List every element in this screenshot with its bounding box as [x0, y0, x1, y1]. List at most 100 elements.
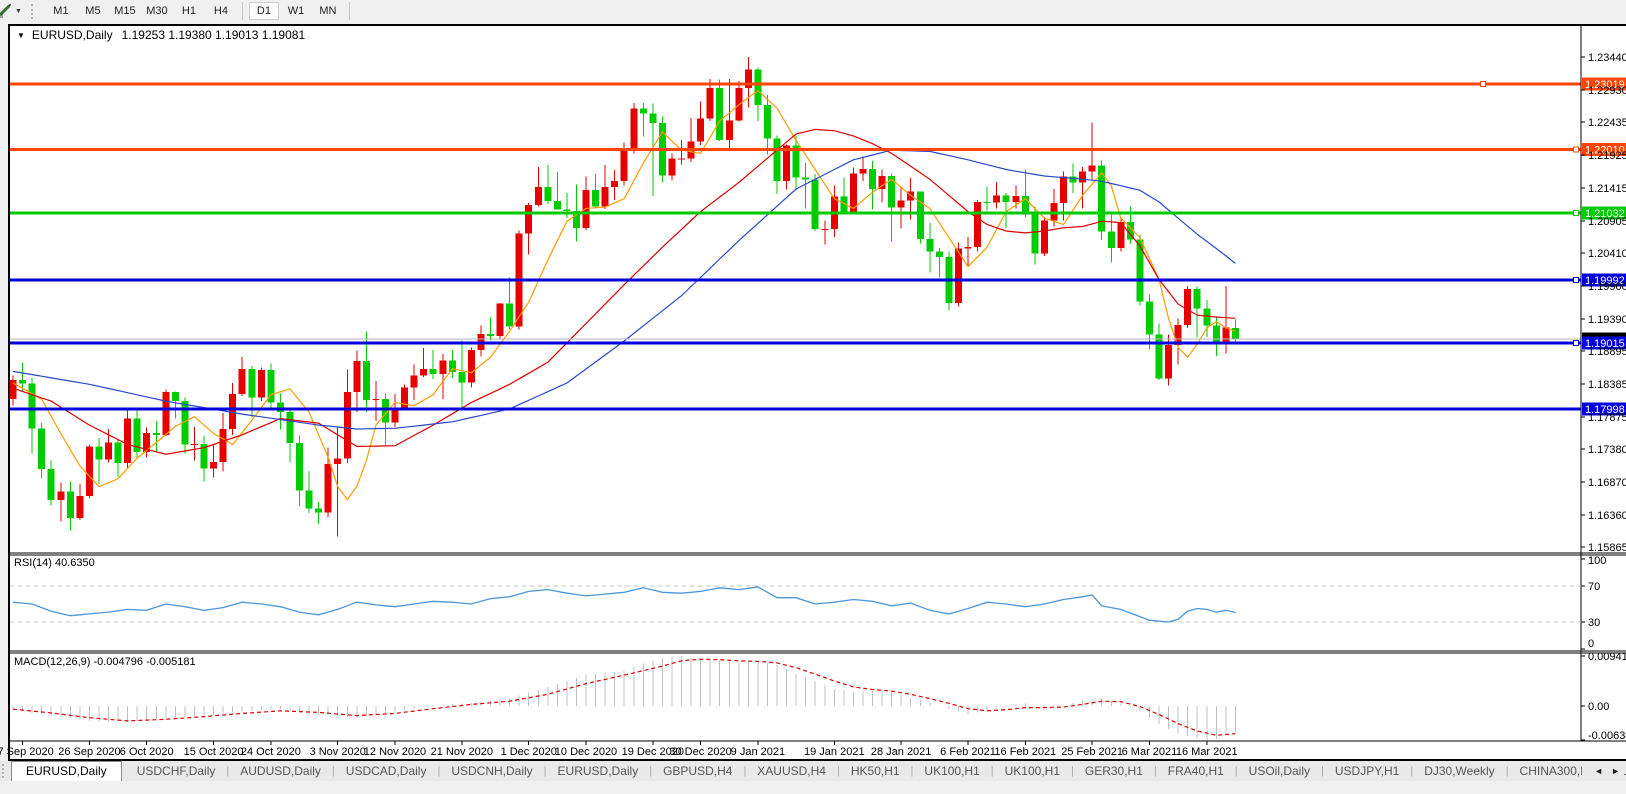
- bear-candle: [381, 399, 389, 423]
- tab-hk50-h1[interactable]: HK50,H1: [850, 764, 900, 778]
- bear-candle: [553, 201, 561, 210]
- bull-candle: [9, 379, 17, 400]
- bear-candle: [95, 446, 103, 460]
- bull-candle: [668, 158, 676, 176]
- toolbar-grip[interactable]: [30, 3, 36, 19]
- date-label: 1 Dec 2020: [501, 746, 557, 758]
- tabs-scroll-left-icon[interactable]: ◄: [1594, 766, 1604, 776]
- bull-candle: [496, 303, 504, 336]
- timeframe-m5[interactable]: M5: [85, 5, 101, 17]
- timeframe-m1[interactable]: M1: [53, 5, 69, 17]
- tab-usdcad-daily[interactable]: USDCAD,Daily: [345, 764, 427, 778]
- price-tick-label: 1.19900: [1588, 281, 1626, 293]
- drawing-tool-button[interactable]: ▼: [0, 3, 26, 19]
- bull-candle: [238, 368, 246, 395]
- bear-candle: [458, 372, 466, 383]
- bear-candle: [1203, 308, 1211, 326]
- line-anchor-handle[interactable]: [1480, 81, 1486, 88]
- line-anchor-handle[interactable]: [1573, 209, 1579, 216]
- bull-candle: [210, 461, 218, 469]
- tab-china300-h1[interactable]: CHINA300,H1: [1519, 764, 1596, 778]
- timeframe-w1[interactable]: W1: [287, 5, 305, 17]
- chart-tabs: EURUSD,Daily USDCHF,Daily | AUDUSD,Daily | US…: [11, 761, 1626, 781]
- tab-usoil-daily[interactable]: USOil,Daily: [1248, 764, 1310, 778]
- bull-candle: [1040, 220, 1048, 254]
- tab-xauusd-h4[interactable]: XAUUSD,H4: [757, 764, 826, 778]
- level-price-label: [1582, 142, 1626, 156]
- tab-uk100-h1[interactable]: UK100,H1: [1004, 764, 1061, 778]
- level-price-label-text: 1.19015: [1585, 338, 1625, 350]
- symbol-dropdown-icon[interactable]: ▼: [17, 31, 25, 40]
- bull-candle: [620, 150, 628, 182]
- bull-candle: [57, 491, 65, 501]
- bear-candle: [448, 360, 456, 373]
- date-label: 19 Jan 2021: [804, 746, 865, 758]
- bull-candle: [391, 407, 399, 423]
- timeframe-h4[interactable]: H4: [213, 5, 228, 17]
- bear-candle: [1126, 221, 1134, 240]
- tab-eurusd-daily[interactable]: EURUSD,Daily: [557, 764, 639, 778]
- line-anchor-handle[interactable]: [1573, 340, 1579, 347]
- timeframe-m30[interactable]: M30: [146, 5, 168, 17]
- tab-divider: |: [1153, 765, 1157, 777]
- bear-candle: [1231, 327, 1239, 339]
- level-price-label: [1582, 273, 1626, 287]
- tabs-scroll-right-icon[interactable]: ►: [1611, 766, 1620, 776]
- timeframe-m15[interactable]: M15: [114, 5, 136, 17]
- rsi-tick-label: 30: [1588, 617, 1600, 629]
- rsi-tick-label: 70: [1588, 581, 1600, 593]
- tab-ger30-h1[interactable]: GER30,H1: [1084, 764, 1143, 778]
- macd-tick-label: -0.006386: [1588, 730, 1626, 742]
- tab-divider: |: [331, 765, 335, 777]
- macd-tick-label: 0.00: [1588, 701, 1609, 713]
- bear-candle: [133, 418, 141, 453]
- bull-candle: [678, 158, 685, 160]
- tab-audusd-daily[interactable]: AUDUSD,Daily: [240, 764, 321, 778]
- bear-candle: [763, 104, 771, 139]
- timeframe-h1[interactable]: H1: [181, 5, 196, 17]
- bull-candle: [1184, 289, 1192, 325]
- bear-candle: [171, 392, 179, 402]
- bull-candle: [372, 399, 380, 401]
- bear-candle: [267, 370, 275, 403]
- tab-divider: |: [649, 765, 653, 777]
- tab-usdcnh-daily[interactable]: USDCNH,Daily: [451, 764, 533, 778]
- bull-candle: [1012, 196, 1020, 202]
- tab-divider: |: [990, 765, 994, 777]
- line-anchor-handle[interactable]: [1573, 277, 1579, 284]
- top-toolbar: ▼ M1 M5 M15 M30 H1 H4 D1 W1 MN: [0, 0, 1626, 22]
- bear-candle: [200, 443, 208, 469]
- tab-usdchf-daily[interactable]: USDCHF,Daily: [136, 764, 216, 778]
- bull-candle: [697, 118, 705, 142]
- tab-usdjpy-h1[interactable]: USDJPY,H1: [1334, 764, 1400, 778]
- bear-candle: [487, 333, 494, 336]
- bear-candle: [47, 469, 55, 501]
- price-tick-label: 1.20410: [1588, 248, 1626, 260]
- bear-candle: [1031, 212, 1039, 254]
- bull-candle: [706, 88, 714, 119]
- bear-candle: [28, 383, 36, 429]
- bear-candle: [1193, 289, 1201, 309]
- date-label: 28 Jan 2021: [871, 746, 932, 758]
- bear-candle: [1136, 239, 1144, 302]
- timeframe-d1[interactable]: D1: [248, 2, 279, 20]
- bull-candle: [162, 392, 170, 435]
- tab-divider: |: [836, 765, 840, 777]
- bear-candle: [248, 368, 256, 398]
- line-anchor-handle[interactable]: [1573, 146, 1579, 153]
- price-tick-label: 1.19390: [1588, 314, 1626, 326]
- tab-divider: |: [1071, 765, 1074, 777]
- tab-fra40-h1[interactable]: FRA40,H1: [1167, 764, 1224, 778]
- tab-eurusd-daily[interactable]: EURUSD,Daily: [11, 761, 122, 781]
- ma-fast-line: [12, 89, 1236, 501]
- bull-candle: [849, 173, 857, 212]
- tab-uk100-h1[interactable]: UK100,H1: [924, 764, 980, 778]
- bull-candle: [219, 428, 227, 462]
- tab-gbpusd-h4[interactable]: GBPUSD,H4: [663, 764, 733, 778]
- tab-divider: |: [1505, 765, 1509, 777]
- timeframe-mn[interactable]: MN: [319, 5, 337, 17]
- bull-candle: [257, 370, 265, 398]
- tab-dj30-weekly[interactable]: DJ30,Weekly: [1424, 764, 1495, 778]
- bear-candle: [296, 443, 303, 491]
